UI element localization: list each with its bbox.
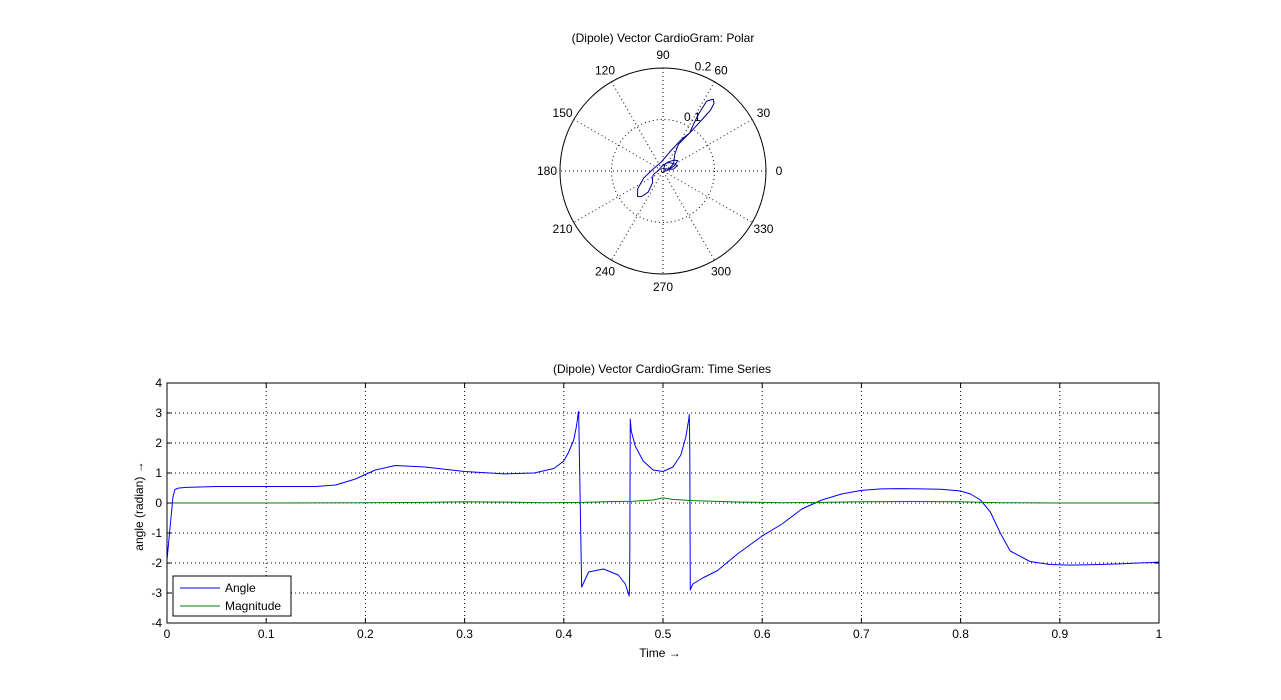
x-tick-label: 0.4 (555, 627, 572, 641)
x-tick-label: 0.9 (1051, 627, 1068, 641)
series-line-magnitude (167, 497, 1159, 504)
legend-label-magnitude: Magnitude (225, 599, 281, 613)
polar-series-line (637, 98, 715, 198)
y-tick-label: -4 (151, 616, 162, 630)
y-axis-label: angle (radian) → (132, 461, 146, 550)
legend: Angle Magnitude (172, 575, 292, 617)
polar-series (637, 98, 715, 198)
polar-angle-label: 270 (653, 280, 673, 294)
x-tick-label: 0.7 (853, 627, 870, 641)
time-series-ticks (166, 382, 1160, 624)
x-tick-label: 0.1 (258, 627, 275, 641)
polar-radius-label: 0.1 (684, 110, 701, 124)
time-series-title: (Dipole) Vector CardioGram: Time Series (553, 362, 771, 376)
polar-radius-labels: 0.1 0.2 (684, 59, 712, 123)
polar-angle-label: 300 (711, 264, 731, 278)
x-tick-label: 1 (1156, 627, 1163, 641)
polar-radius-label: 0.2 (695, 59, 712, 73)
y-tick-label: 2 (155, 436, 162, 450)
legend-box (172, 575, 292, 617)
y-tick-labels: -4 -3 -2 -1 0 1 2 3 4 (151, 376, 162, 630)
polar-angle-label: 330 (753, 222, 773, 236)
polar-angle-label: 60 (714, 64, 728, 78)
series-line-angle (166, 411, 1160, 597)
time-series-lines (166, 411, 1160, 597)
polar-grid-circle (611, 119, 715, 223)
polar-angle-label: 90 (656, 48, 670, 62)
x-tick-label: 0.3 (456, 627, 473, 641)
y-tick-label: 3 (155, 406, 162, 420)
x-tick-label: 0.8 (952, 627, 969, 641)
polar-angle-label: 120 (595, 64, 615, 78)
x-tick-label: 0.2 (357, 627, 374, 641)
polar-angle-label: 30 (757, 106, 771, 120)
legend-label-angle: Angle (225, 581, 256, 595)
x-axis-label: Time → (639, 646, 681, 660)
polar-plot: (Dipole) Vector CardioGram: Polar 0 30 60 9… (537, 31, 783, 294)
polar-angle-label: 180 (537, 164, 557, 178)
x-tick-label: 0.5 (655, 627, 672, 641)
polar-angle-label: 0 (776, 164, 783, 178)
y-tick-label: 4 (155, 376, 162, 390)
polar-angle-label: 150 (553, 106, 573, 120)
polar-angle-label: 210 (553, 222, 573, 236)
polar-angle-label: 240 (595, 264, 615, 278)
y-tick-label: -2 (151, 556, 162, 570)
polar-angle-labels: 0 30 60 90 120 150 180 210 240 270 300 330 (537, 48, 783, 294)
time-series-grid (167, 383, 1159, 623)
x-tick-label: 0.6 (754, 627, 771, 641)
y-tick-label: -1 (151, 526, 162, 540)
polar-outer-circle (559, 67, 767, 275)
y-tick-label: 1 (155, 466, 162, 480)
y-tick-label: 0 (155, 496, 162, 510)
time-series-plot: (Dipole) Vector CardioGram: Time Series … (132, 362, 1163, 660)
x-tick-labels: 0 0.1 0.2 0.3 0.4 0.5 0.6 0.7 0.8 0.9 1 (164, 627, 1163, 641)
x-tick-label: 0 (164, 627, 171, 641)
polar-title: (Dipole) Vector CardioGram: Polar (572, 31, 755, 45)
y-tick-label: -3 (151, 586, 162, 600)
polar-grid (559, 67, 767, 275)
